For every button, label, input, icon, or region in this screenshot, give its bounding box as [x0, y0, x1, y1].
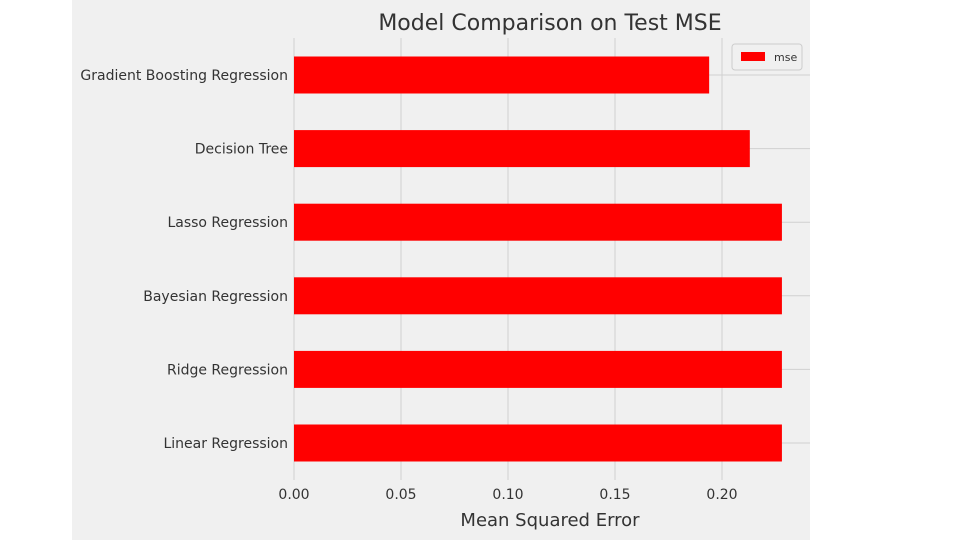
bar — [294, 350, 782, 388]
x-tick-label: 0.00 — [278, 487, 309, 503]
legend-label: mse — [774, 51, 797, 64]
x-tick-label: 0.20 — [706, 487, 737, 503]
legend-box — [731, 43, 803, 71]
bar — [294, 203, 782, 241]
bar — [294, 424, 782, 462]
x-tick-label: 0.05 — [385, 487, 416, 503]
grid-layer — [293, 38, 810, 480]
x-axis-label: Mean Squared Error — [460, 510, 640, 531]
x-tick-label: 0.15 — [599, 487, 630, 503]
bar — [294, 130, 750, 168]
x-tick-label: 0.10 — [492, 487, 523, 503]
category-label: Lasso Regression — [167, 215, 288, 231]
chart-title: Model Comparison on Test MSE — [378, 11, 721, 36]
category-label: Bayesian Regression — [143, 289, 288, 305]
category-label: Gradient Boosting Regression — [80, 68, 288, 84]
bar-layer — [294, 56, 782, 462]
bar — [294, 277, 782, 315]
chart-svg: 0.00 0.05 0.10 0.15 0.20 Gradient Boosting Re… — [80, 11, 810, 531]
bar — [294, 56, 710, 94]
legend: mse — [731, 43, 803, 71]
category-label: Ridge Regression — [167, 362, 288, 378]
category-label: Linear Regression — [163, 436, 288, 452]
category-label: Decision Tree — [195, 142, 288, 158]
chart-figure: 0.00 0.05 0.10 0.15 0.20 Gradient Boosting Re… — [72, 0, 810, 540]
label-layer: 0.00 0.05 0.10 0.15 0.20 Gradient Boosting Re… — [80, 68, 737, 503]
legend-swatch — [741, 52, 765, 61]
